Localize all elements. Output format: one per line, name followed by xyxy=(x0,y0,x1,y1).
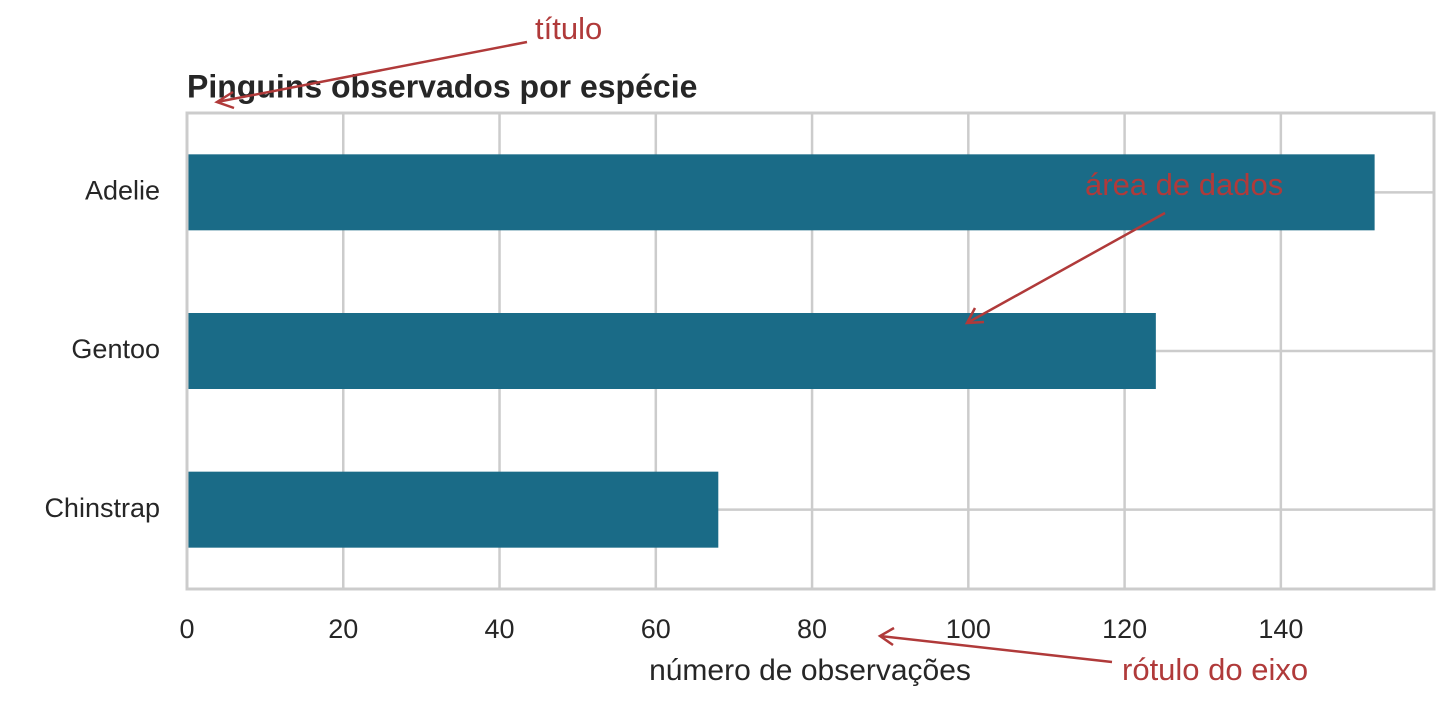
arrow xyxy=(964,211,1166,325)
x-tick-label: 120 xyxy=(1102,614,1147,644)
bar xyxy=(187,313,1156,389)
x-tick-label: 60 xyxy=(641,614,671,644)
bar xyxy=(187,154,1375,231)
x-axis-label: número de observações xyxy=(649,654,971,687)
arrow xyxy=(214,40,528,110)
x-tick-label: 20 xyxy=(328,614,358,644)
plot-area: 0 20 40 60 80 100 120 140 Adelie Gentoo Chinstrap xyxy=(44,111,1436,644)
y-tick-label: Chinstrap xyxy=(44,493,160,523)
arrow xyxy=(877,626,1113,664)
y-tick-label: Adelie xyxy=(85,175,160,205)
bar xyxy=(187,471,719,548)
annotation: área de dados xyxy=(1085,167,1283,202)
chart-title: Pinguins observados por espécie xyxy=(187,68,697,104)
plot-frame xyxy=(185,111,1436,591)
x-tick-label: 140 xyxy=(1258,614,1303,644)
x-tick-label: 100 xyxy=(946,614,991,644)
annotation: rótulo do eixo xyxy=(1122,652,1308,687)
x-tick-label: 40 xyxy=(485,614,515,644)
annotation-arrows xyxy=(214,40,1166,664)
y-tick-label: Gentoo xyxy=(71,334,160,364)
x-tick-label: 80 xyxy=(797,614,827,644)
annotation: título xyxy=(535,11,602,46)
x-tick-label: 0 xyxy=(179,614,194,644)
